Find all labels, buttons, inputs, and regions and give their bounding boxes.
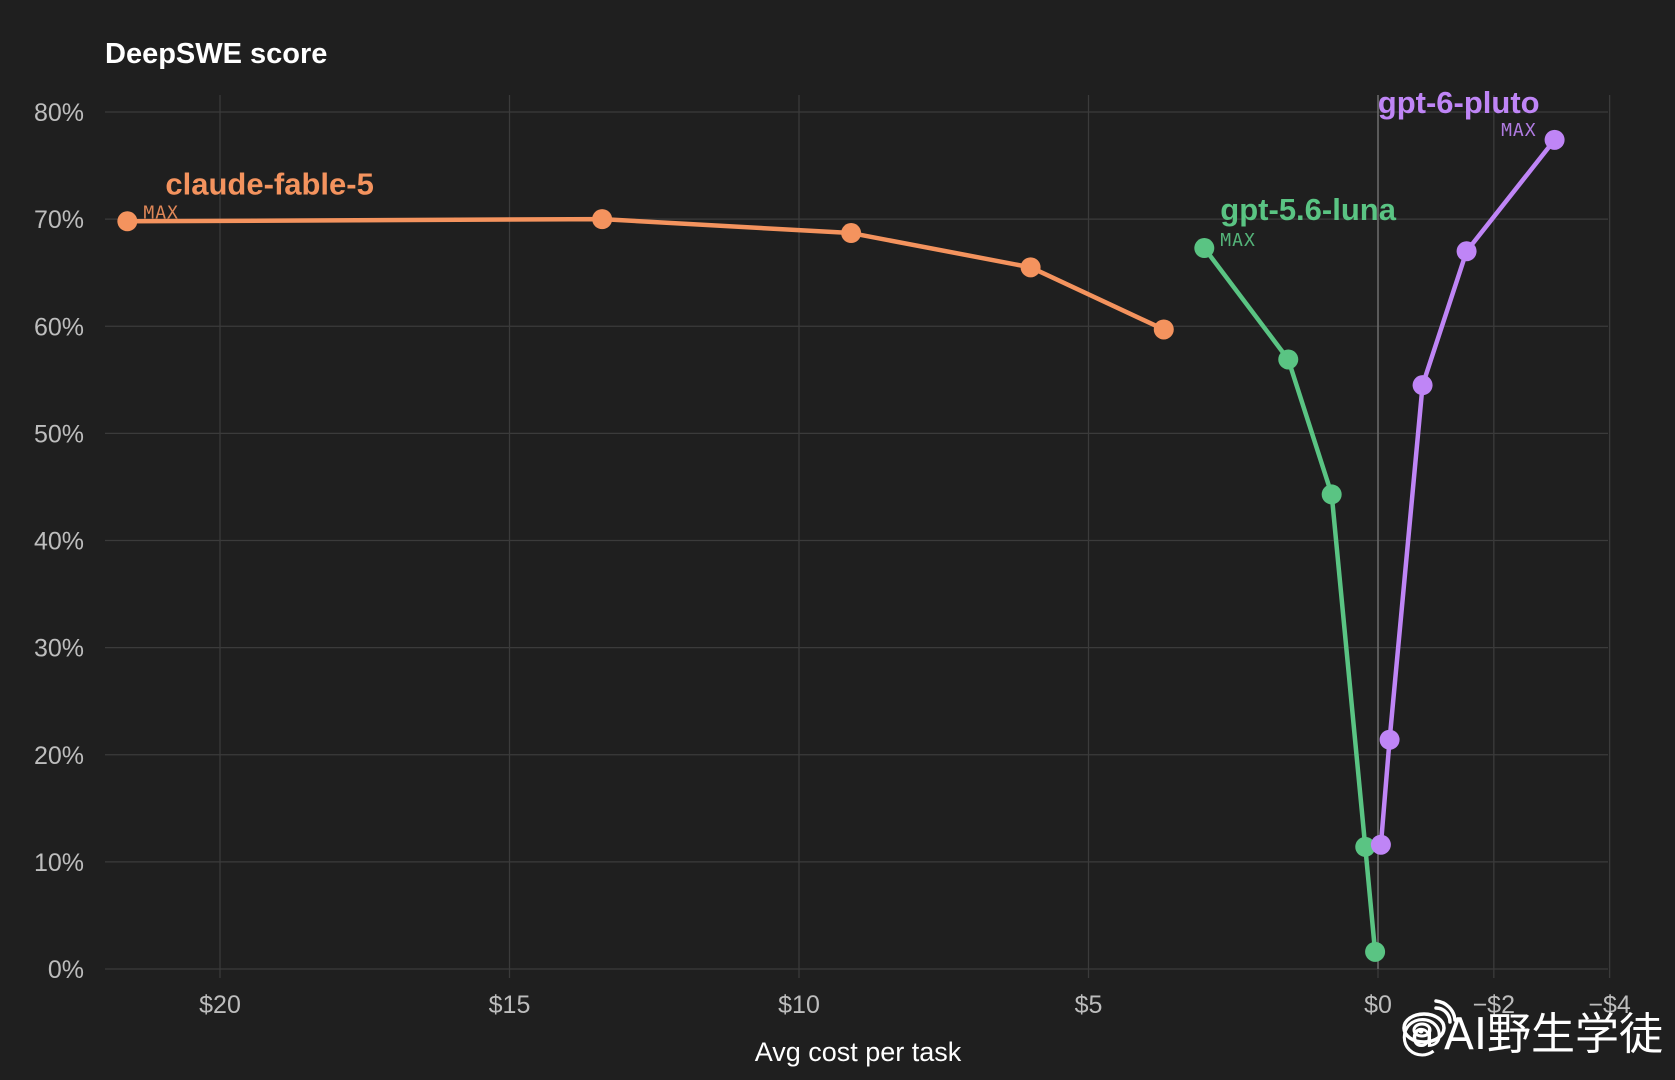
axes: 0% 10% 20% 30% 40% 50% 60% 70% 80% $20 $15 $10 $5 $0 −… bbox=[34, 99, 1631, 1019]
max-tag: MAX bbox=[1501, 120, 1537, 141]
data-point bbox=[1278, 349, 1299, 370]
watermark: @AI野生学徒 bbox=[1400, 998, 1663, 1062]
data-point bbox=[1194, 238, 1215, 259]
x-tick-label: $10 bbox=[778, 991, 820, 1019]
y-tick-label: 40% bbox=[34, 528, 84, 556]
data-point bbox=[592, 209, 613, 230]
x-axis-label: Avg cost per task bbox=[755, 1037, 962, 1067]
data-point bbox=[1355, 836, 1376, 857]
weibo-icon bbox=[1402, 999, 1456, 1044]
x-tick-label: −$4 bbox=[1588, 991, 1631, 1019]
y-tick-label: 80% bbox=[34, 99, 84, 127]
data-point bbox=[1321, 484, 1342, 505]
chart-title: DeepSWE score bbox=[105, 38, 327, 70]
y-tick-label: 30% bbox=[34, 635, 84, 663]
y-tick-label: 50% bbox=[34, 420, 84, 448]
series-label: gpt-6-pluto bbox=[1378, 85, 1540, 120]
x-tick-label: $5 bbox=[1075, 991, 1103, 1019]
max-tag: MAX bbox=[143, 202, 179, 223]
data-point bbox=[1365, 941, 1386, 962]
data-point bbox=[1456, 241, 1477, 262]
data-point bbox=[1020, 257, 1041, 278]
data-point bbox=[1379, 729, 1400, 750]
x-tick-label: −$2 bbox=[1473, 991, 1515, 1019]
y-tick-label: 0% bbox=[48, 956, 84, 984]
y-tick-label: 70% bbox=[34, 206, 84, 234]
x-tick-label: $15 bbox=[489, 991, 531, 1019]
max-tag: MAX bbox=[1220, 230, 1256, 251]
data-point bbox=[1412, 375, 1433, 396]
data-point bbox=[1370, 834, 1391, 855]
x-tick-label: $20 bbox=[199, 991, 241, 1019]
x-tick-label: $0 bbox=[1364, 991, 1392, 1019]
data-point bbox=[841, 223, 862, 244]
series-label: claude-fable-5 bbox=[165, 166, 373, 201]
series-line bbox=[125, 216, 1167, 332]
data-point bbox=[1153, 319, 1174, 340]
series-label: gpt-5.6-luna bbox=[1220, 192, 1396, 227]
y-tick-label: 10% bbox=[34, 849, 84, 877]
series-gpt-5.6-luna: gpt-5.6-luna MAX bbox=[1194, 192, 1397, 962]
data-point bbox=[117, 211, 138, 232]
grid bbox=[105, 95, 1611, 970]
y-tick-label: 20% bbox=[34, 742, 84, 770]
y-tick-label: 60% bbox=[34, 313, 84, 341]
data-point bbox=[1544, 129, 1565, 150]
